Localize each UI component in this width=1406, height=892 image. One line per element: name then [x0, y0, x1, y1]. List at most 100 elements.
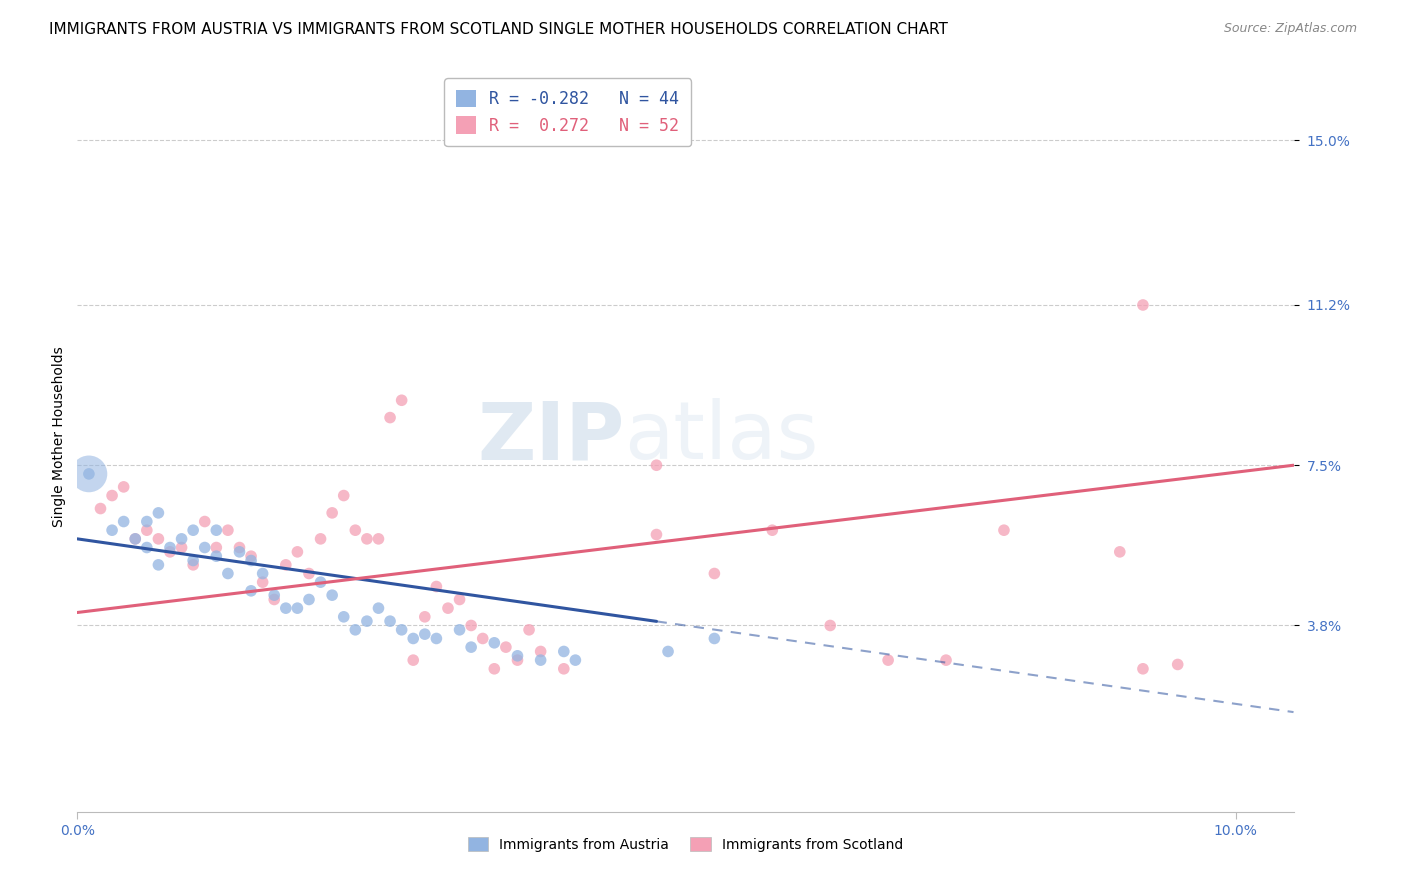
Point: [194, 541, 217, 555]
Point: [252, 566, 274, 581]
Point: [112, 515, 135, 529]
Point: [252, 575, 274, 590]
Point: [703, 566, 725, 581]
Point: [356, 614, 378, 628]
Point: [413, 610, 436, 624]
Point: [356, 532, 378, 546]
Point: [194, 515, 217, 529]
Point: [274, 558, 297, 572]
Point: [425, 632, 447, 646]
Point: [367, 601, 389, 615]
Point: [101, 489, 124, 503]
Point: [378, 410, 401, 425]
Point: [657, 644, 679, 658]
Point: [205, 549, 228, 564]
Point: [1132, 298, 1154, 312]
Point: [437, 601, 460, 615]
Point: [460, 640, 482, 654]
Y-axis label: Single Mother Households: Single Mother Households: [52, 347, 66, 527]
Point: [217, 523, 239, 537]
Point: [367, 532, 389, 546]
Point: [181, 523, 204, 537]
Point: [309, 575, 332, 590]
Text: atlas: atlas: [624, 398, 818, 476]
Point: [530, 653, 553, 667]
Point: [159, 545, 181, 559]
Point: [378, 614, 401, 628]
Point: [425, 580, 447, 594]
Point: [495, 640, 517, 654]
Point: [228, 541, 250, 555]
Point: [240, 583, 263, 598]
Point: [181, 558, 204, 572]
Point: [391, 393, 413, 408]
Point: [148, 532, 170, 546]
Point: [484, 662, 506, 676]
Point: [298, 592, 321, 607]
Point: [993, 523, 1015, 537]
Point: [506, 648, 529, 663]
Point: [332, 489, 354, 503]
Point: [298, 566, 321, 581]
Point: [449, 623, 471, 637]
Point: [413, 627, 436, 641]
Point: [703, 632, 725, 646]
Point: [263, 592, 285, 607]
Point: [460, 618, 482, 632]
Point: [321, 506, 343, 520]
Point: [170, 541, 193, 555]
Point: [263, 588, 285, 602]
Text: ZIP: ZIP: [478, 398, 624, 476]
Point: [402, 653, 425, 667]
Point: [135, 515, 157, 529]
Point: [1108, 545, 1130, 559]
Point: [344, 523, 367, 537]
Point: [217, 566, 239, 581]
Point: [148, 506, 170, 520]
Point: [228, 545, 250, 559]
Point: [89, 501, 111, 516]
Legend: Immigrants from Austria, Immigrants from Scotland: Immigrants from Austria, Immigrants from…: [463, 831, 908, 857]
Point: [124, 532, 146, 546]
Point: [240, 549, 263, 564]
Point: [391, 623, 413, 637]
Point: [205, 541, 228, 555]
Point: [240, 553, 263, 567]
Text: IMMIGRANTS FROM AUSTRIA VS IMMIGRANTS FROM SCOTLAND SINGLE MOTHER HOUSEHOLDS COR: IMMIGRANTS FROM AUSTRIA VS IMMIGRANTS FR…: [49, 22, 948, 37]
Point: [506, 653, 529, 667]
Point: [77, 467, 100, 481]
Point: [645, 527, 668, 541]
Point: [287, 545, 309, 559]
Point: [181, 553, 204, 567]
Point: [449, 592, 471, 607]
Point: [309, 532, 332, 546]
Point: [170, 532, 193, 546]
Point: [553, 644, 575, 658]
Point: [935, 653, 957, 667]
Point: [1132, 662, 1154, 676]
Point: [205, 523, 228, 537]
Point: [761, 523, 783, 537]
Point: [818, 618, 841, 632]
Point: [553, 662, 575, 676]
Point: [402, 632, 425, 646]
Point: [274, 601, 297, 615]
Point: [124, 532, 146, 546]
Point: [321, 588, 343, 602]
Point: [484, 636, 506, 650]
Point: [112, 480, 135, 494]
Point: [135, 523, 157, 537]
Point: [77, 467, 100, 481]
Point: [344, 623, 367, 637]
Point: [101, 523, 124, 537]
Point: [148, 558, 170, 572]
Point: [517, 623, 540, 637]
Point: [645, 458, 668, 473]
Point: [471, 632, 494, 646]
Point: [564, 653, 586, 667]
Point: [530, 644, 553, 658]
Point: [1167, 657, 1189, 672]
Point: [135, 541, 157, 555]
Point: [332, 610, 354, 624]
Point: [287, 601, 309, 615]
